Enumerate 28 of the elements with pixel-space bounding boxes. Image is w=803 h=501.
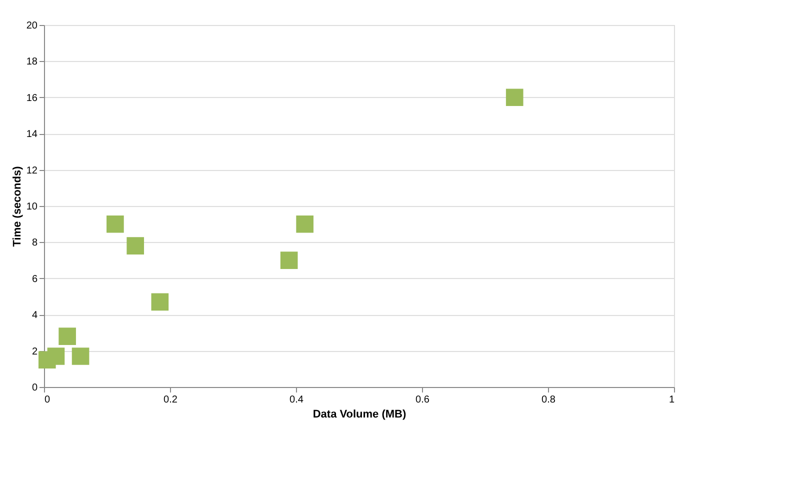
point [72, 348, 90, 365]
y-tick-label: 6 [32, 274, 38, 285]
point [58, 328, 76, 345]
y-tick-label: 8 [32, 238, 38, 249]
y-tick-label: 18 [26, 56, 38, 68]
y-tick-label: 14 [26, 129, 38, 140]
y-axis-title: Time (seconds) [11, 166, 24, 247]
y-tick-label: 4 [32, 310, 38, 322]
x-tick-label: 0.8 [542, 394, 556, 406]
point [47, 348, 65, 365]
point [126, 237, 144, 254]
point [280, 252, 298, 269]
point [106, 215, 124, 233]
point [296, 215, 314, 233]
point [506, 88, 524, 106]
y-tick-label: 12 [26, 165, 38, 176]
point [151, 293, 169, 311]
y-tick-label: 16 [26, 92, 38, 104]
y-tick-label: 2 [32, 346, 38, 358]
x-axis-title: Data Volume (MB) [312, 408, 406, 420]
x-tick-label: 0.4 [290, 394, 304, 406]
y-tick-label: 10 [26, 202, 38, 212]
x-tick-label: 0.2 [164, 394, 178, 406]
x-tick-label: 1 [668, 394, 675, 406]
x-tick-label: 0 [44, 394, 50, 406]
y-tick-label: 20 [26, 20, 38, 32]
x-tick-label: 0.6 [416, 394, 430, 406]
y-tick-label: 0 [32, 382, 38, 394]
